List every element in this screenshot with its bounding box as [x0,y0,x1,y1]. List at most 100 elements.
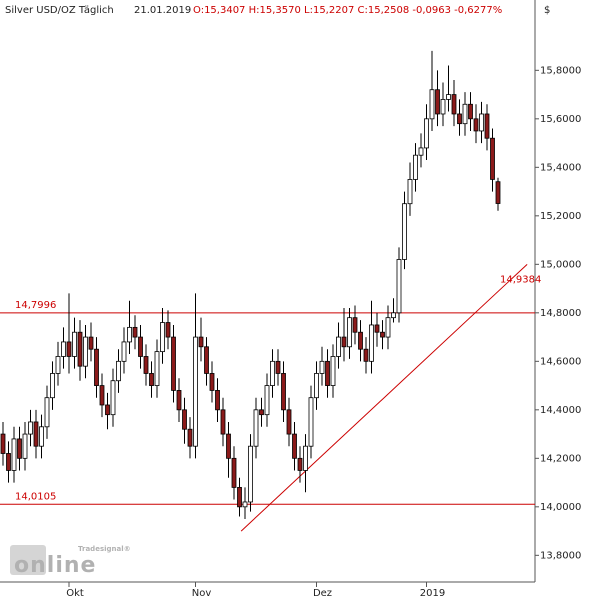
candle-body [495,181,501,204]
candle-body [413,154,418,180]
candle-body [0,433,6,454]
horizontal-line-label: 14,7996 [15,300,56,311]
candle-body [110,380,116,416]
candle-body [50,373,55,399]
candle-body [490,137,495,180]
candle-body [248,445,253,503]
candle-body [154,351,160,386]
candle-body [319,360,325,374]
candle-body [165,322,171,338]
candle-body [418,147,424,156]
candle-body [457,113,462,125]
candle-body [39,426,44,447]
candle-body [94,348,99,386]
candle-body [138,336,143,357]
candle-body [132,326,138,338]
candle-body [88,336,94,350]
candle-body [402,203,407,260]
candle-body [347,317,352,348]
candle-body [297,457,303,471]
candle-body [99,385,105,406]
candle-body [380,331,385,338]
candle-body [484,113,490,139]
candle-body [286,409,292,435]
candle-body [28,421,33,435]
candle-body [330,356,336,386]
candle-body [237,487,242,508]
candle-body [336,336,341,357]
candle-body [77,331,83,367]
candle-body [358,331,363,350]
candle-body [446,94,451,100]
candle-body [121,341,127,362]
candle-body [160,322,165,353]
candle-body [22,433,28,459]
candle-body [176,390,182,411]
candle-body [215,390,220,411]
y-tick-label: 15,2000 [540,211,581,222]
y-tick-label: 14,8000 [540,308,581,319]
candle-body [127,326,132,343]
y-tick-label: 14,0000 [540,502,581,513]
candle-body [193,336,198,447]
candle-body [385,317,391,338]
candle-body [314,373,319,399]
x-tick-label: Okt [66,588,84,599]
logo-brand: Tradesignal® [78,545,131,553]
candle-body [424,118,429,149]
candle-body [264,385,270,416]
y-tick-label: 15,6000 [540,114,581,125]
candle-body [149,373,154,386]
candle-body [435,89,440,115]
candle-body [220,409,226,435]
candle-body [341,336,347,348]
candle-body [352,317,358,333]
candle-body [182,409,187,430]
x-tick-label: Nov [192,588,212,599]
currency: $ [544,5,550,16]
candle-body [204,346,209,374]
y-tick-label: 14,4000 [540,405,581,416]
candle-body [363,348,369,362]
candle-body [55,356,61,374]
candle-body [407,179,413,205]
candle-body [209,373,215,391]
chart-title: Silver USD/OZ Täglich [5,5,114,16]
candle-body [72,331,77,357]
y-tick-label: 15,8000 [540,65,581,76]
candle-body [391,312,396,319]
candle-body [396,259,402,314]
header-ohlc: O:15,3407 H:15,3570 L:15,2207 C:15,2508 … [193,5,502,16]
candle-body [143,356,149,374]
candle-body [83,336,88,367]
candle-body [242,501,248,508]
candle-body [462,103,468,125]
y-tick-label: 14,6000 [540,356,581,367]
candle-body [325,360,330,386]
trendline [240,263,528,532]
horizontal-line-label: 14,0105 [15,491,56,502]
candle-body [275,360,281,374]
candle-body [17,438,22,459]
candle-body [171,336,176,391]
candle-body [66,341,72,357]
logo-box [10,545,46,575]
candle-body [44,397,50,428]
candle-body [11,438,17,471]
x-tick-label: Dez [313,588,332,599]
candle-body [253,409,259,447]
candle-body [187,428,193,447]
candle-body [292,433,297,459]
candle-body [198,336,204,348]
y-tick-label: 15,0000 [540,259,581,270]
candle-body [440,99,446,115]
y-tick-label: 13,8000 [540,550,581,561]
y-tick-label: 14,2000 [540,453,581,464]
candle-body [61,341,66,357]
candle-body [451,94,457,115]
logo: Tradesignal® online [10,545,131,578]
y-tick-label: 15,4000 [540,162,581,173]
candle-body [468,103,473,120]
header-date: 21.01.2019 [134,5,191,16]
